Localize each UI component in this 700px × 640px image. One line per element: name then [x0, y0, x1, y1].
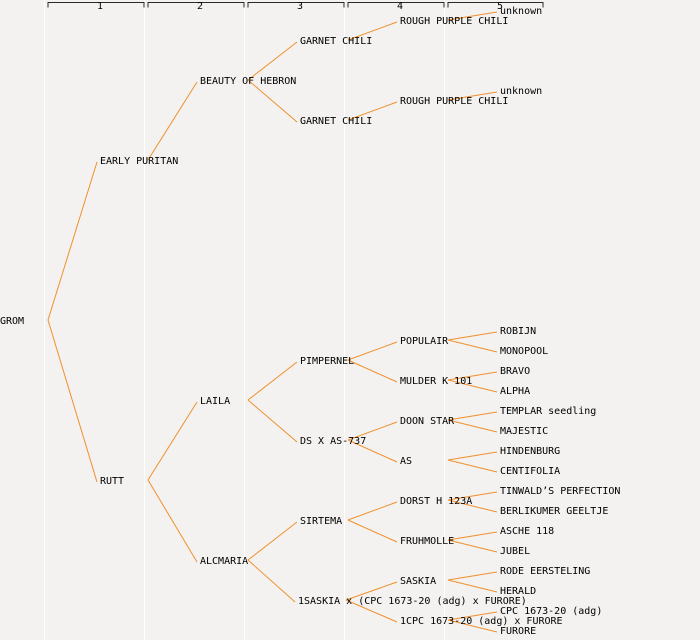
variety-label[interactable]: AS [400, 456, 413, 467]
variety-label[interactable]: SASKIA [400, 576, 437, 587]
pedigree-edge [47, 319, 98, 483]
variety-label[interactable]: ROBIJN [500, 326, 537, 337]
pedigree-edge [347, 101, 398, 121]
pedigree-edge [347, 21, 398, 41]
variety-label[interactable]: SIRTEMA [300, 516, 343, 527]
variety-label[interactable]: MULDER K 101 [400, 376, 473, 387]
pedigree-edge [447, 371, 498, 381]
generation-number: 4 [396, 1, 404, 12]
pedigree-edge [347, 519, 398, 543]
variety-label[interactable]: MONOPOOL [500, 346, 549, 357]
generation-bracket [347, 2, 445, 8]
variety-label[interactable]: GROM [0, 316, 25, 327]
variety-label[interactable]: FURORE [500, 626, 537, 637]
pedigree-edge [447, 619, 498, 633]
pedigree-edge [347, 501, 398, 521]
generation-number: 3 [296, 1, 304, 12]
pedigree-edge [347, 341, 398, 361]
pedigree-edge [447, 499, 498, 513]
pedigree-edge [447, 419, 498, 433]
variety-label[interactable]: unknown [500, 86, 543, 97]
pedigree-edge [447, 451, 498, 461]
variety-label[interactable]: TEMPLAR seedling [500, 406, 597, 417]
pedigree-edge [447, 411, 498, 421]
pedigree-edge [247, 41, 298, 81]
pedigree-edge [147, 81, 198, 161]
variety-label[interactable]: CENTIFOLIA [500, 466, 561, 477]
generation-bracket [47, 2, 145, 8]
variety-label[interactable]: TINWALD’S PERFECTION [500, 486, 621, 497]
generation-number: 1 [96, 1, 104, 12]
pedigree-edge [347, 439, 398, 463]
pedigree-edge [447, 339, 498, 353]
variety-label[interactable]: BERLIKUMER GEELTJE [500, 506, 609, 517]
pedigree-edge [447, 531, 498, 541]
generation-bracket [247, 2, 345, 8]
pedigree-edge [447, 11, 498, 21]
pedigree-edge [247, 361, 298, 401]
pedigree-edge [347, 421, 398, 441]
variety-label[interactable]: MAJESTIC [500, 426, 549, 437]
generation-number: 5 [496, 1, 504, 12]
pedigree-edge [447, 331, 498, 341]
variety-label[interactable]: ROUGH PURPLE CHILI [400, 96, 509, 107]
pedigree-edge [147, 479, 198, 563]
generation-bracket [447, 2, 544, 8]
pedigree-edge [247, 559, 296, 603]
pedigree-edge [47, 161, 98, 321]
variety-label[interactable]: POPULAIR [400, 336, 449, 347]
variety-label[interactable]: 1CPC 1673-20 (adg) x FURORE [400, 616, 563, 627]
pedigree-edge [247, 79, 298, 123]
pedigree-edge [347, 359, 398, 383]
pedigree-edge [447, 459, 498, 473]
pedigree-edge [147, 401, 198, 481]
variety-label[interactable]: BEAUTY OF HEBRON [200, 76, 297, 87]
variety-label[interactable]: RUTT [100, 476, 125, 487]
variety-label[interactable]: ASCHE 118 [500, 526, 555, 537]
pedigree-edge [447, 539, 498, 553]
variety-label[interactable]: HINDENBURG [500, 446, 561, 457]
variety-label[interactable]: CPC 1673-20 (adg) [500, 606, 603, 617]
variety-label[interactable]: BRAVO [500, 366, 531, 377]
variety-label[interactable]: 1SASKIA x (CPC 1673-20 (adg) x FURORE) [298, 596, 527, 607]
variety-label[interactable]: HERALD [500, 586, 537, 597]
pedigree-edge [447, 579, 498, 593]
variety-label[interactable]: FRUHMOLLE [400, 536, 455, 547]
variety-label[interactable]: ROUGH PURPLE CHILI [400, 16, 509, 27]
variety-label[interactable]: ALCMARIA [200, 556, 249, 567]
pedigree-edge [247, 399, 298, 443]
variety-label[interactable]: GARNET CHILI [300, 116, 373, 127]
variety-label[interactable]: DS X AS-737 [300, 436, 367, 447]
variety-label[interactable]: unknown [500, 6, 543, 17]
pedigree-edge [447, 379, 498, 393]
pedigree-edge [447, 91, 498, 101]
pedigree-edge [447, 491, 498, 501]
variety-label[interactable]: LAILA [200, 396, 231, 407]
pedigree-edge [447, 571, 498, 581]
variety-label[interactable]: DORST H 123A [400, 496, 473, 507]
variety-label[interactable]: PIMPERNEL [300, 356, 355, 367]
pedigree-edge [345, 581, 398, 601]
generation-bracket [147, 2, 245, 8]
variety-label[interactable]: GARNET CHILI [300, 36, 373, 47]
pedigree-edge [247, 521, 298, 561]
variety-label[interactable]: DOON STAR [400, 416, 455, 427]
pedigree-edge [345, 599, 398, 623]
variety-label[interactable]: EARLY PURITAN [100, 156, 179, 167]
variety-label[interactable]: JUBEL [500, 546, 531, 557]
pedigree-edge [447, 611, 498, 621]
variety-label[interactable]: RODE EERSTELING [500, 566, 591, 577]
generation-number: 2 [196, 1, 204, 12]
variety-label[interactable]: ALPHA [500, 386, 531, 397]
